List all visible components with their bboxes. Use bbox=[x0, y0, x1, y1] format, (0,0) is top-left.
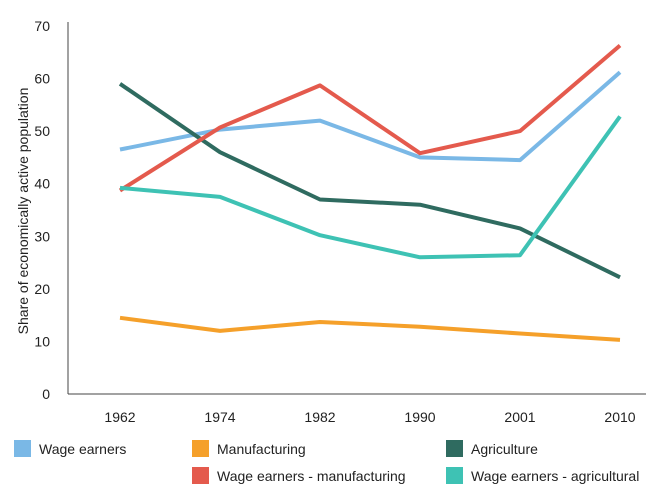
y-axis-label: Share of economically active population bbox=[15, 88, 31, 335]
legend-swatch bbox=[192, 440, 209, 457]
x-tick-labels: 1962 1974 1982 1990 2001 2010 bbox=[104, 409, 635, 425]
legend-label: Wage earners - manufacturing bbox=[217, 467, 406, 484]
x-tick-label: 1982 bbox=[304, 409, 335, 425]
legend-swatch bbox=[446, 467, 463, 484]
series-line-wage-earners bbox=[119, 70, 622, 163]
y-tick-label: 20 bbox=[34, 281, 50, 297]
series-line-manufacturing bbox=[119, 315, 621, 342]
y-tick-label: 40 bbox=[34, 176, 50, 192]
legend-swatch bbox=[14, 440, 31, 457]
x-tick-label: 2001 bbox=[504, 409, 535, 425]
series-line-wage-earners-manufacturing bbox=[118, 43, 622, 193]
legend-item: Wage earners - manufacturing bbox=[192, 467, 406, 484]
y-tick-label: 0 bbox=[42, 386, 50, 402]
y-tick-label: 70 bbox=[34, 18, 50, 34]
legend-swatch bbox=[192, 467, 209, 484]
legend-label: Wage earners - agricultural bbox=[471, 467, 640, 484]
y-tick-label: 10 bbox=[34, 333, 50, 349]
legend: Wage earners Manufacturing Agriculture Wage… bbox=[14, 440, 654, 492]
x-tick-label: 1990 bbox=[404, 409, 435, 425]
line-chart: Share of economically active population … bbox=[15, 18, 646, 425]
series-lines bbox=[118, 43, 622, 342]
legend-swatch bbox=[446, 440, 463, 457]
legend-label: Agriculture bbox=[471, 440, 538, 457]
series-line-agriculture bbox=[118, 82, 621, 280]
series-line-wage-earners-agricultural bbox=[119, 115, 622, 260]
legend-item: Manufacturing bbox=[192, 440, 306, 457]
x-tick-label: 2010 bbox=[604, 409, 635, 425]
legend-item: Wage earners - agricultural bbox=[446, 467, 639, 484]
legend-item: Agriculture bbox=[446, 440, 538, 457]
legend-item: Wage earners bbox=[14, 440, 126, 457]
y-tick-label: 30 bbox=[34, 228, 50, 244]
x-tick-label: 1962 bbox=[104, 409, 135, 425]
y-tick-labels: 0 10 20 30 40 50 60 70 bbox=[34, 18, 50, 402]
y-tick-label: 60 bbox=[34, 71, 50, 87]
legend-label: Wage earners bbox=[39, 440, 127, 457]
y-tick-label: 50 bbox=[34, 123, 50, 139]
x-tick-label: 1974 bbox=[204, 409, 235, 425]
legend-label: Manufacturing bbox=[217, 440, 306, 457]
